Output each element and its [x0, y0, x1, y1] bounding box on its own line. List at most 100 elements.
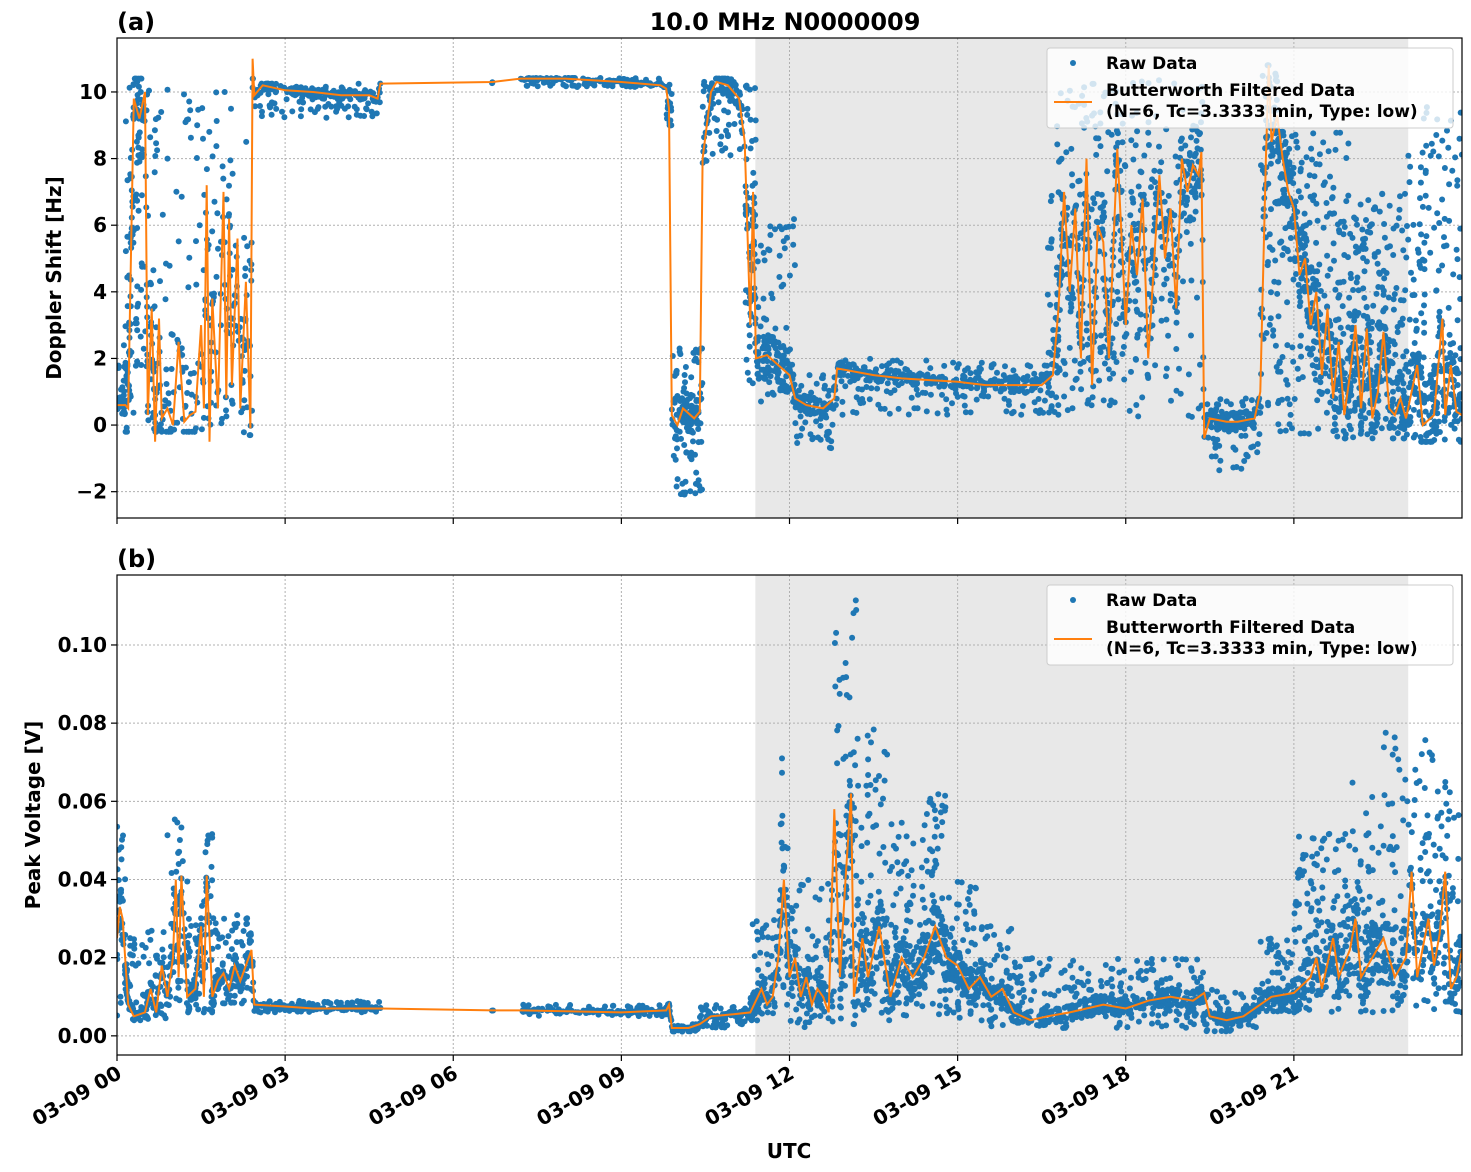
raw-data-point — [129, 960, 136, 967]
raw-data-point — [163, 381, 170, 387]
raw-data-point — [1361, 268, 1368, 275]
raw-data-point — [201, 1006, 208, 1012]
raw-data-point — [838, 378, 845, 385]
raw-data-point — [779, 769, 785, 776]
raw-data-point — [226, 182, 232, 189]
raw-data-point — [1135, 413, 1142, 420]
raw-data-point — [1113, 359, 1120, 365]
raw-data-point — [1397, 424, 1404, 431]
raw-data-point — [117, 365, 122, 371]
raw-data-point — [764, 391, 771, 398]
raw-data-point — [283, 96, 290, 103]
raw-data-point — [923, 357, 930, 364]
raw-data-point — [757, 997, 764, 1004]
raw-data-point — [1035, 396, 1042, 402]
raw-data-point — [138, 286, 145, 293]
raw-data-point — [168, 920, 175, 927]
raw-data-point — [1366, 409, 1373, 416]
raw-data-point — [560, 81, 567, 88]
raw-data-point — [1161, 266, 1167, 273]
raw-data-point — [679, 480, 686, 487]
raw-data-point — [1447, 350, 1454, 356]
raw-data-point — [791, 216, 797, 223]
raw-data-point — [1121, 162, 1128, 169]
raw-data-point — [1119, 351, 1126, 357]
raw-data-point — [961, 402, 968, 409]
raw-data-point — [702, 157, 709, 164]
raw-data-point — [1085, 397, 1092, 404]
raw-data-point — [1316, 261, 1323, 268]
raw-data-point — [236, 980, 243, 987]
raw-data-point — [1115, 296, 1122, 303]
raw-data-point — [1456, 274, 1462, 281]
raw-data-point — [1400, 297, 1407, 304]
raw-data-point — [1435, 267, 1442, 274]
raw-data-point — [1061, 393, 1068, 400]
raw-data-point — [1406, 316, 1413, 323]
raw-data-point — [620, 76, 627, 82]
raw-data-point — [709, 150, 716, 157]
raw-data-point — [1275, 279, 1282, 286]
raw-data-point — [718, 75, 725, 82]
raw-data-point — [185, 915, 192, 922]
raw-data-point — [1351, 377, 1358, 384]
raw-data-point — [1289, 425, 1295, 432]
raw-data-point — [1350, 434, 1357, 441]
raw-data-point — [1360, 255, 1367, 261]
raw-data-point — [1071, 357, 1078, 364]
raw-data-point — [1365, 197, 1372, 204]
raw-data-point — [832, 402, 839, 408]
raw-data-point — [1158, 317, 1165, 324]
raw-data-point — [293, 83, 300, 90]
raw-data-point — [691, 357, 698, 364]
raw-data-point — [1104, 168, 1111, 175]
raw-data-point — [798, 382, 805, 389]
raw-data-point — [131, 945, 138, 952]
raw-data-point — [1119, 139, 1126, 146]
raw-data-point — [713, 128, 720, 134]
raw-data-point — [1353, 249, 1359, 256]
raw-data-point — [817, 422, 824, 429]
raw-data-point — [1411, 292, 1418, 298]
raw-data-point — [988, 362, 995, 369]
raw-data-point — [688, 449, 695, 456]
raw-data-point — [1373, 290, 1380, 297]
raw-data-point — [727, 152, 734, 159]
raw-data-point — [1390, 388, 1396, 395]
raw-data-point — [742, 1005, 749, 1012]
raw-data-point — [1286, 145, 1293, 152]
raw-data-point — [1456, 135, 1462, 142]
raw-data-point — [545, 1003, 552, 1010]
raw-data-point — [370, 98, 377, 105]
raw-data-point — [777, 821, 784, 828]
raw-data-point — [215, 943, 221, 950]
raw-data-point — [927, 391, 934, 398]
raw-data-point — [1439, 196, 1446, 203]
raw-data-point — [1325, 148, 1332, 155]
raw-data-point — [1182, 142, 1189, 149]
raw-data-point — [159, 946, 166, 953]
raw-data-point — [147, 936, 154, 943]
raw-data-point — [1330, 184, 1337, 191]
legend-filtered-label-line1: Butterworth Filtered Data — [1106, 81, 1355, 101]
raw-data-point — [1275, 368, 1282, 375]
x-tick-label: 03-09 15 — [869, 1061, 967, 1131]
raw-data-point — [122, 428, 129, 435]
raw-data-point — [1213, 401, 1220, 408]
raw-data-point — [757, 949, 764, 956]
raw-data-point — [229, 927, 236, 934]
raw-data-point — [1047, 198, 1054, 205]
raw-data-point — [176, 997, 183, 1004]
raw-data-point — [321, 999, 328, 1006]
raw-data-point — [1257, 409, 1264, 416]
raw-data-point — [1130, 268, 1136, 275]
raw-data-point — [133, 999, 140, 1006]
raw-data-point — [790, 241, 797, 248]
raw-data-point — [1267, 315, 1274, 322]
raw-data-point — [247, 432, 254, 439]
raw-data-point — [243, 915, 250, 922]
raw-data-point — [1410, 276, 1417, 283]
raw-data-point — [684, 420, 691, 427]
raw-data-point — [1321, 179, 1328, 186]
raw-data-point — [1298, 159, 1305, 166]
